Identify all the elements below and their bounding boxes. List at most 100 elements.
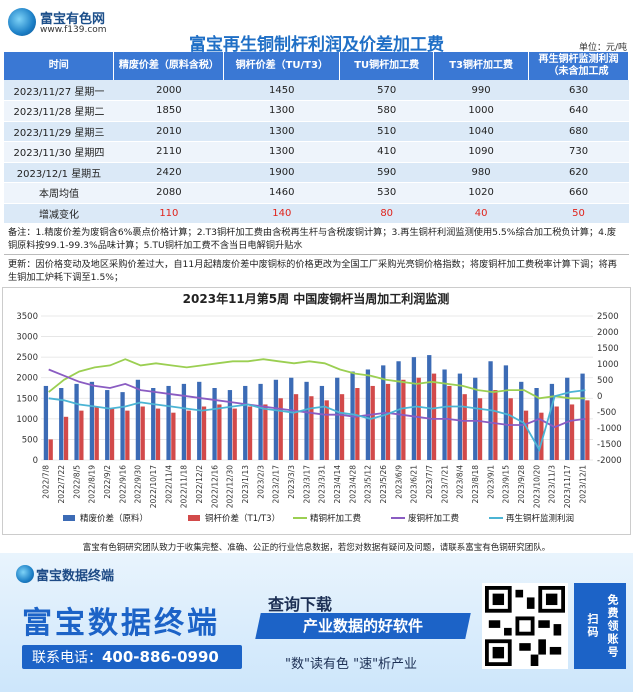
line-scrap-fee [48, 368, 586, 429]
bar-rod-spread [477, 398, 483, 460]
table-cell: 530 [339, 182, 434, 204]
table-cell: 620 [528, 162, 629, 183]
ad-band: 产业数据的好软件 [255, 613, 471, 639]
ad-band-text: 产业数据的好软件 [302, 617, 423, 635]
ad-headline: 富宝数据终端 [22, 606, 220, 641]
ad-phone-label: 联系电话： [32, 650, 102, 666]
bar-spread [59, 388, 64, 460]
bar-rod-spread [401, 379, 406, 460]
y-right-tick: -2000 [597, 456, 622, 466]
table-cell: 590 [339, 162, 434, 183]
bar-rod-spread [539, 412, 544, 460]
brand-name: 富宝有色网 [40, 12, 106, 27]
bar-rod-spread [94, 406, 99, 460]
bar-spread [166, 385, 171, 460]
bar-rod-spread [355, 388, 360, 460]
table-row: 2023/11/28 星期二 1850 1300 580 1000 640 [4, 100, 629, 122]
bar-spread [304, 381, 309, 460]
bar-spread [457, 373, 463, 460]
table-cell: 2080 [113, 182, 224, 204]
legend-swatch [63, 515, 75, 521]
change-value: 50 [528, 203, 629, 224]
bar-spread [181, 383, 187, 460]
brand-url[interactable]: www.f139.com [40, 25, 107, 35]
bar-spread [243, 385, 248, 460]
x-tick: 2022/11/18 [180, 465, 189, 508]
bar-rod-spread [171, 412, 176, 460]
y-right-tick: -1000 [597, 424, 622, 434]
unit-label: 单位：元/吨 [578, 43, 627, 53]
chart-title: 2023年11月第5周 中国废铜杆当周加工利润监测 [183, 291, 450, 306]
ad-side-label: 免费领账号 扫码 [574, 583, 626, 669]
x-tick: 2022/12/16 [210, 465, 219, 508]
page-title: 富宝再生铜制杆利润及价差加工费 [189, 35, 444, 55]
bar-spread [105, 390, 110, 460]
y-right-tick: 1500 [597, 344, 619, 354]
table-cell: 1300 [223, 100, 340, 122]
col-tu-fee: TU铜杆加工费 [339, 52, 435, 80]
x-tick: 2023/5/26 [379, 465, 388, 504]
table-cell: 2023/11/27 星期一 [4, 80, 114, 101]
y-right-tick: 2500 [597, 312, 619, 322]
change-value: 140 [223, 203, 340, 224]
col-t3-fee: T3铜杆加工费 [433, 52, 530, 80]
x-tick: 2022/9/16 [118, 465, 127, 504]
table-cell: 630 [528, 80, 629, 101]
table-row: 本周均值 2080 1460 530 1020 660 [4, 182, 629, 204]
y-right-tick: 0 [597, 392, 602, 402]
table-cell: 510 [339, 121, 434, 142]
bar-spread [120, 392, 125, 460]
table-cell: 990 [433, 80, 529, 101]
ad-logo-icon [16, 565, 34, 583]
bar-spread [289, 377, 294, 460]
bar-spread [442, 369, 447, 460]
table-cell: 1040 [433, 121, 529, 142]
y-right-tick: 1000 [597, 360, 619, 370]
bar-rod-spread [125, 410, 130, 460]
table-row: 2023/11/29 星期三 2010 1300 510 1040 680 [4, 121, 629, 142]
table-cell: 2023/12/1 星期五 [4, 162, 114, 183]
y-left-tick: 2000 [16, 374, 38, 384]
x-tick: 2023/2/17 [272, 465, 281, 504]
table-cell: 1460 [223, 182, 340, 204]
table-cell: 2023/11/29 星期三 [4, 121, 114, 142]
ad-phone: 联系电话：400-886-0990 [22, 645, 242, 669]
line-refined-fee [48, 358, 586, 400]
page-header: 富宝有色网 www.f139.com 富宝再生铜制杆利润及价差加工费 单位：元/… [0, 0, 633, 55]
table-cell: 1850 [113, 100, 224, 122]
table-cell: 2023/11/30 星期四 [4, 141, 114, 163]
x-tick: 2022/9/30 [134, 465, 143, 504]
bar-spread [227, 390, 233, 460]
ad-banner[interactable]: 富宝数据终端 富宝数据终端 联系电话：400-886-0990 查询下载 产业数… [0, 553, 633, 692]
bar-spread [565, 377, 570, 460]
x-tick: 2023/8/18 [471, 465, 480, 504]
x-tick: 2022/9/2 [103, 465, 112, 499]
bar-rod-spread [201, 406, 207, 460]
y-right-tick: 2000 [597, 328, 619, 338]
ad-phone-number: 400-886-0990 [102, 648, 219, 666]
x-tick: 2023/11/17 [563, 465, 572, 508]
qr-code-icon[interactable] [482, 583, 568, 669]
x-tick: 2023/1/13 [241, 465, 250, 504]
table-cell: 410 [339, 141, 434, 163]
table-cell: 1020 [433, 182, 529, 204]
x-tick: 2023/5/12 [364, 465, 373, 504]
bar-rod-spread [278, 398, 283, 460]
x-tick: 2022/11/4 [164, 465, 173, 504]
line-profit [48, 389, 586, 452]
bar-rod-spread [431, 373, 437, 460]
table-row: 2023/11/30 星期四 2110 1300 410 1090 730 [4, 141, 629, 163]
x-tick: 2023/9/15 [502, 465, 511, 504]
legend-swatch [188, 515, 200, 521]
footer-note: 富宝有色铜研究团队致力于收集完整、准确、公正的行业信息数据，若您对数据有疑问及问… [82, 543, 551, 553]
x-tick: 2022/7/8 [42, 465, 51, 499]
bar-spread [549, 383, 555, 460]
change-value: 110 [113, 203, 224, 224]
table-note: 备注：1.精废价差为废铜含6%裹点价格计算；2.T3铜杆加工费由含税再生杆与含税… [4, 224, 629, 255]
ad-logo: 富宝数据终端 [36, 569, 115, 584]
legend-label: 铜杆价差（T1/T3） [205, 513, 280, 524]
x-tick: 2023/7/7 [425, 465, 434, 499]
x-tick: 2023/10/20 [532, 465, 541, 508]
table-cell: 660 [528, 182, 629, 204]
legend-label: 精废价差（原料） [80, 513, 148, 524]
